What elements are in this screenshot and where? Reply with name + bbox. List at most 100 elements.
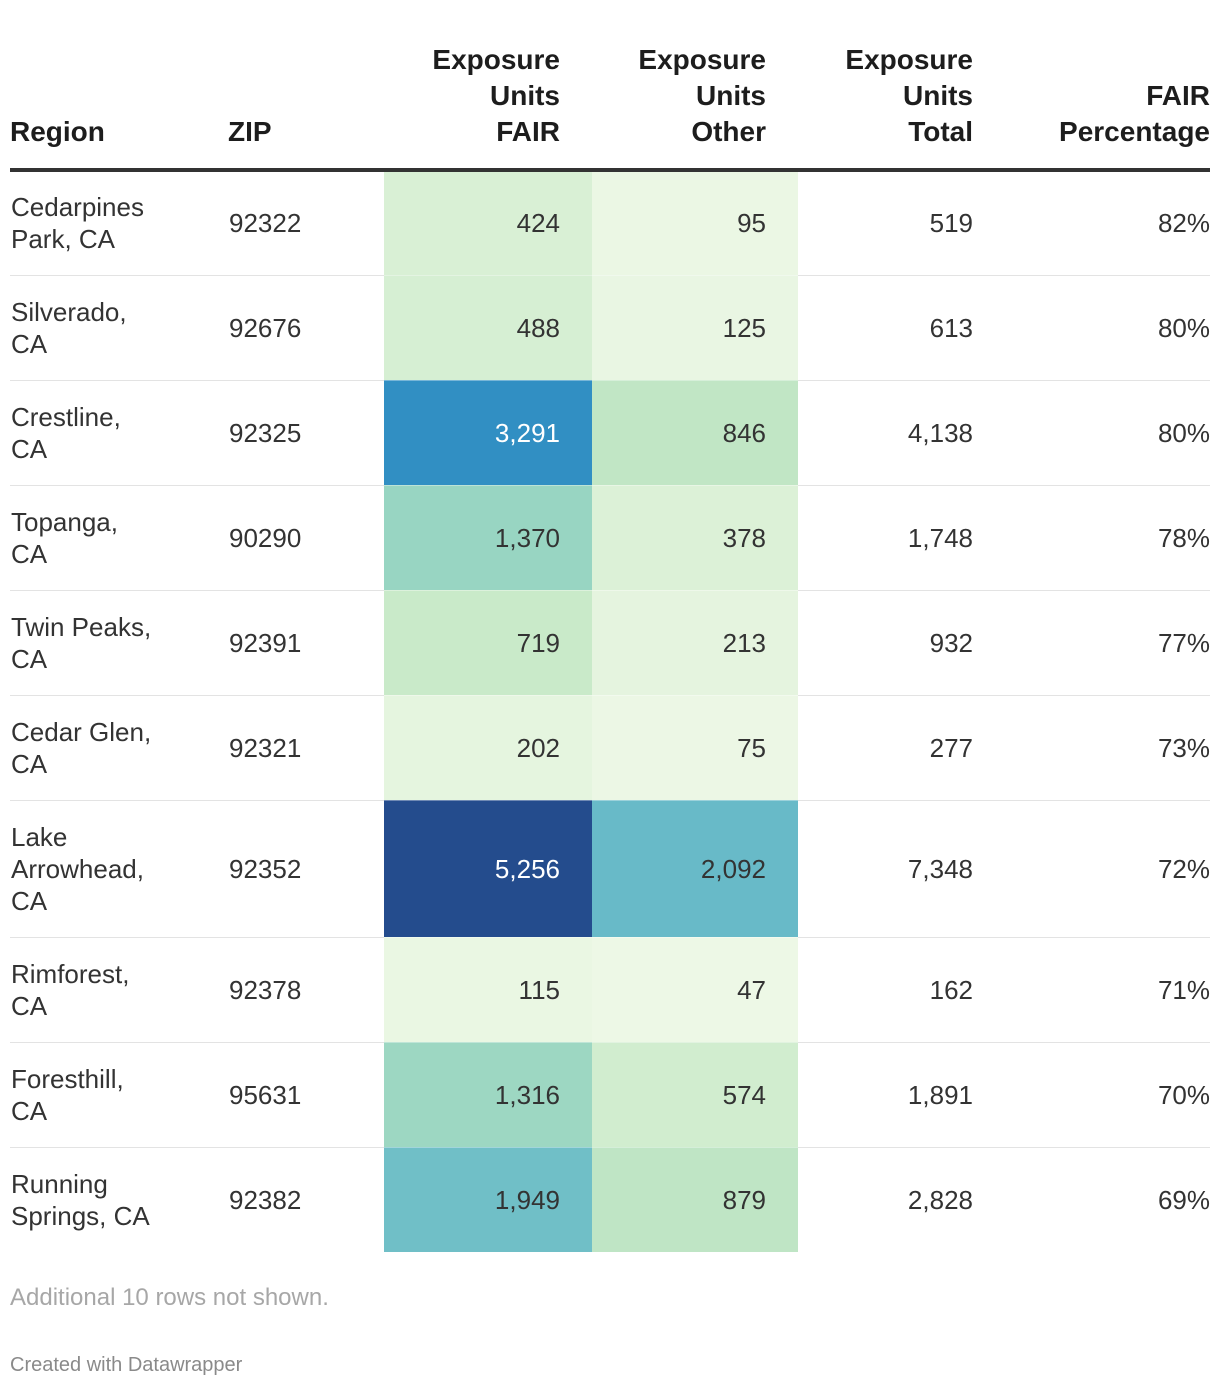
cell-exposure-total: 162 <box>798 937 973 1043</box>
cell-exposure-other: 879 <box>592 1147 798 1252</box>
header-label-line: FAIR <box>496 116 560 147</box>
region-line: CA <box>11 885 48 916</box>
region-line: Foresthill, <box>11 1063 124 1094</box>
table-row: Rimforest, CA 92378 115 47 162 71% <box>10 937 1210 1043</box>
cell-exposure-other: 75 <box>592 695 798 801</box>
header-label-line: Region <box>10 116 105 147</box>
cell-fair-percentage: 78% <box>973 485 1210 591</box>
region-line: Topanga, <box>11 506 118 537</box>
header-label-line: Exposure <box>638 44 766 75</box>
table-row: Lake Arrowhead, CA 92352 5,256 2,092 7,348 72% <box>10 800 1210 938</box>
header-zip[interactable]: ZIP <box>228 42 384 172</box>
header-label-line: Percentage <box>1059 116 1210 147</box>
cell-region: Cedar Glen, CA <box>10 695 228 801</box>
table-notes: Additional 10 rows not shown. <box>10 1284 329 1311</box>
cell-zip: 92382 <box>229 1184 302 1215</box>
cell-exposure-other: 2,092 <box>592 800 798 938</box>
cell-exposure-total: 7,348 <box>798 800 973 938</box>
cell-region: Running Springs, CA <box>10 1147 228 1252</box>
cell-fair-percentage: 80% <box>973 380 1210 486</box>
exposure-table: Region ZIP Exposure Units FAIR Exposure Uni… <box>10 42 1210 1252</box>
cell-exposure-fair: 3,291 <box>384 380 592 486</box>
cell-fair-percentage: 77% <box>973 590 1210 696</box>
region-line: Cedar Glen, <box>11 716 152 747</box>
region-line: CA <box>11 328 48 359</box>
region-line: CA <box>11 538 48 569</box>
table-row: Cedar Glen, CA 92321 202 75 277 73% <box>10 695 1210 801</box>
header-label-line: Units <box>696 80 766 111</box>
cell-exposure-total: 2,828 <box>907 1184 973 1215</box>
cell-exposure-fair: 424 <box>384 170 592 276</box>
cell-exposure-total: 519 <box>798 170 973 276</box>
header-exposure-other[interactable]: Exposure Units Other <box>592 42 798 172</box>
cell-exposure-total: 1,748 <box>798 485 973 591</box>
cell-region: Silverado, CA <box>10 275 228 381</box>
header-label-line: Units <box>490 80 560 111</box>
cell-region: Foresthill, CA <box>10 1042 228 1148</box>
header-exposure-total[interactable]: Exposure Units Total <box>798 42 973 172</box>
region-line: CA <box>11 990 48 1021</box>
cell-fair-percentage: 73% <box>973 695 1210 801</box>
region-line: Springs, CA <box>11 1200 150 1231</box>
cell-exposure-fair: 5,256 <box>384 800 592 938</box>
cell-exposure-other: 378 <box>592 485 798 591</box>
cell-zip: 92321 <box>228 695 384 801</box>
cell-region: Lake Arrowhead, CA <box>10 800 228 938</box>
cell-zip: 92322 <box>228 170 384 276</box>
cell-exposure-fair: 1,949 <box>384 1147 592 1252</box>
table-row: Topanga, CA 90290 1,370 378 1,748 78% <box>10 485 1210 591</box>
header-label-line: Exposure <box>432 44 560 75</box>
cell-region: Cedarpines Park, CA <box>10 170 228 276</box>
table-row: Silverado, CA 92676 488 125 613 80% <box>10 275 1210 381</box>
cell-fair-percentage: 69% <box>1157 1184 1210 1215</box>
cell-zip: 90290 <box>228 485 384 591</box>
header-region[interactable]: Region <box>10 42 228 172</box>
cell-fair-percentage: 80% <box>973 275 1210 381</box>
header-exposure-fair[interactable]: Exposure Units FAIR <box>384 42 592 172</box>
cell-fair-percentage: 82% <box>973 170 1210 276</box>
cell-exposure-total: 932 <box>798 590 973 696</box>
cell-zip: 95631 <box>228 1042 384 1148</box>
region-line: Park, CA <box>11 224 116 255</box>
table-row: Running Springs, CA 92382 1,949 879 2,828 69% <box>10 1147 1210 1252</box>
table-row: Foresthill, CA 95631 1,316 574 1,891 70% <box>10 1042 1210 1148</box>
header-label-line: ZIP <box>228 116 272 147</box>
region-line: Running <box>11 1168 108 1199</box>
header-label-line: Other <box>691 116 766 147</box>
header-label-line: Total <box>908 116 973 147</box>
table-row: Cedarpines Park, CA 92322 424 95 519 82% <box>10 170 1210 276</box>
credit-line: Created with Datawrapper <box>10 1354 243 1376</box>
region-line: Silverado, <box>11 296 127 327</box>
cell-exposure-fair: 1,316 <box>384 1042 592 1148</box>
header-fair-percentage[interactable]: FAIR Percentage <box>973 42 1210 172</box>
region-line: CA <box>11 748 48 779</box>
table-row: Twin Peaks, CA 92391 719 213 932 77% <box>10 590 1210 696</box>
table-body: Cedarpines Park, CA 92322 424 95 519 82% Silver… <box>10 170 1210 1252</box>
cell-zip: 92352 <box>228 800 384 938</box>
cell-exposure-fair: 115 <box>384 937 592 1043</box>
region-line: Arrowhead, <box>11 853 144 884</box>
cell-exposure-fair: 202 <box>384 695 592 801</box>
cell-exposure-other: 47 <box>592 937 798 1043</box>
cell-region: Rimforest, CA <box>10 937 228 1043</box>
cell-exposure-total: 1,891 <box>798 1042 973 1148</box>
cell-region: Crestline, CA <box>10 380 228 486</box>
cell-exposure-other: 846 <box>592 380 798 486</box>
cell-zip: 92325 <box>228 380 384 486</box>
region-line: Crestline, <box>11 401 121 432</box>
cell-zip: 92378 <box>228 937 384 1043</box>
cell-zip: 92391 <box>228 590 384 696</box>
data-table-container: Region ZIP Exposure Units FAIR Exposure Uni… <box>10 42 1210 1252</box>
cell-fair-percentage: 71% <box>973 937 1210 1043</box>
region-line: CA <box>11 1095 48 1126</box>
cell-exposure-fair: 488 <box>384 275 592 381</box>
cell-fair-percentage: 72% <box>973 800 1210 938</box>
header-label-line: Units <box>903 80 973 111</box>
cell-exposure-fair: 1,370 <box>384 485 592 591</box>
cell-exposure-total: 613 <box>798 275 973 381</box>
cell-zip: 92676 <box>228 275 384 381</box>
cell-exposure-fair: 719 <box>384 590 592 696</box>
cell-fair-percentage: 70% <box>973 1042 1210 1148</box>
cell-region: Topanga, CA <box>10 485 228 591</box>
cell-exposure-other: 574 <box>592 1042 798 1148</box>
